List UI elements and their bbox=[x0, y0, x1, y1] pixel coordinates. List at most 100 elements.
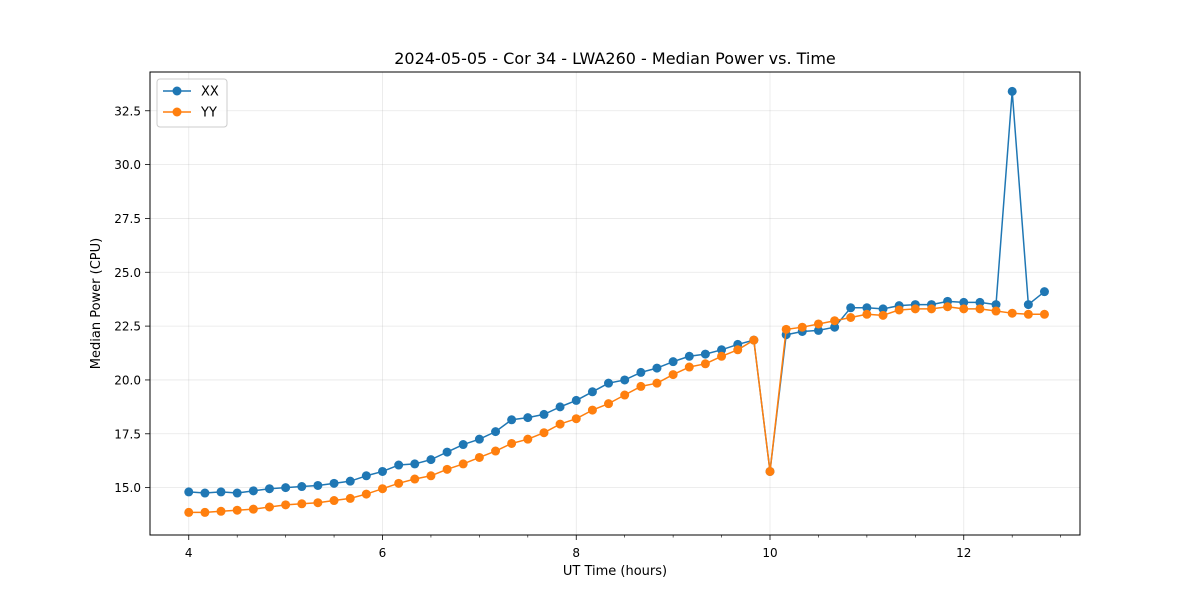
data-point-xx bbox=[200, 488, 210, 498]
data-point-xx bbox=[394, 460, 404, 470]
data-point-xx bbox=[474, 434, 484, 444]
data-point-xx bbox=[264, 484, 274, 494]
data-point-yy bbox=[474, 452, 484, 462]
data-point-xx bbox=[620, 375, 630, 385]
data-point-xx bbox=[361, 471, 371, 481]
data-point-yy bbox=[1007, 308, 1017, 318]
data-point-xx bbox=[1039, 287, 1049, 297]
data-point-xx bbox=[507, 415, 517, 425]
series-xx bbox=[184, 86, 1049, 498]
data-point-yy bbox=[813, 319, 823, 329]
y-tick-label: 22.5 bbox=[114, 320, 141, 334]
legend-marker-xx bbox=[172, 86, 182, 96]
data-point-yy bbox=[846, 313, 856, 322]
data-point-xx bbox=[684, 351, 694, 361]
x-tick-label: 8 bbox=[572, 546, 580, 560]
y-tick-label: 30.0 bbox=[114, 158, 141, 172]
data-point-yy bbox=[523, 434, 533, 444]
data-point-yy bbox=[410, 474, 420, 484]
legend-label-yy: YY bbox=[200, 106, 217, 121]
data-point-yy bbox=[668, 370, 678, 380]
data-point-yy bbox=[491, 446, 501, 456]
data-point-yy bbox=[248, 504, 258, 514]
data-point-xx bbox=[281, 483, 291, 493]
data-point-xx bbox=[878, 304, 888, 314]
data-point-xx bbox=[216, 487, 226, 497]
data-point-xx bbox=[571, 395, 581, 405]
data-point-yy bbox=[620, 390, 630, 400]
data-point-xx bbox=[846, 303, 856, 313]
data-point-xx bbox=[491, 427, 501, 437]
data-point-xx bbox=[975, 297, 985, 307]
data-point-yy bbox=[281, 500, 291, 510]
data-point-yy bbox=[943, 302, 953, 312]
data-point-yy bbox=[991, 306, 1001, 316]
data-point-xx bbox=[991, 300, 1001, 310]
data-point-xx bbox=[426, 455, 436, 465]
data-point-xx bbox=[313, 480, 323, 490]
data-point-yy bbox=[878, 310, 888, 320]
legend: XX YY bbox=[156, 78, 228, 128]
data-point-yy bbox=[733, 345, 743, 355]
series-yy bbox=[184, 302, 1049, 517]
data-point-xx bbox=[862, 303, 872, 313]
data-point-xx bbox=[1007, 86, 1017, 96]
data-point-yy bbox=[781, 324, 791, 334]
data-point-yy bbox=[910, 304, 920, 314]
data-point-yy bbox=[378, 484, 387, 494]
x-tick-label: 10 bbox=[762, 546, 777, 560]
data-point-xx bbox=[717, 345, 727, 355]
data-point-xx bbox=[830, 322, 840, 332]
data-point-yy bbox=[458, 459, 468, 469]
y-tick-label: 17.5 bbox=[114, 427, 141, 441]
plot-frame bbox=[149, 71, 1081, 536]
data-point-yy bbox=[184, 507, 194, 517]
data-point-xx bbox=[668, 357, 678, 367]
data-point-yy bbox=[361, 489, 371, 499]
data-point-yy bbox=[1039, 309, 1049, 319]
data-point-yy bbox=[684, 362, 694, 372]
y-tick-label: 32.5 bbox=[114, 104, 141, 118]
data-point-yy bbox=[571, 414, 581, 424]
x-tick-label: 12 bbox=[956, 546, 971, 560]
data-point-yy bbox=[862, 309, 872, 319]
data-point-xx bbox=[184, 487, 194, 497]
data-point-xx bbox=[329, 478, 339, 488]
data-point-xx bbox=[297, 482, 307, 492]
data-point-xx bbox=[248, 486, 258, 496]
data-point-yy bbox=[232, 505, 242, 515]
y-tick-label: 20.0 bbox=[114, 373, 141, 387]
data-point-yy bbox=[426, 471, 436, 481]
data-point-yy bbox=[975, 304, 985, 314]
data-point-xx bbox=[378, 466, 387, 476]
y-axis-label: Median Power (CPU) bbox=[89, 238, 104, 369]
data-point-yy bbox=[313, 498, 323, 508]
data-point-yy bbox=[1023, 309, 1033, 319]
data-point-yy bbox=[700, 359, 710, 369]
data-point-yy bbox=[959, 304, 969, 314]
legend-label-xx: XX bbox=[201, 85, 219, 100]
data-point-yy bbox=[216, 506, 226, 516]
y-tick-label: 27.5 bbox=[114, 212, 141, 226]
data-point-yy bbox=[539, 428, 549, 438]
data-point-yy bbox=[507, 438, 517, 448]
data-point-yy bbox=[297, 499, 307, 509]
data-point-yy bbox=[797, 322, 807, 332]
data-point-xx bbox=[458, 440, 468, 450]
data-point-xx bbox=[959, 297, 969, 307]
data-point-xx bbox=[539, 409, 549, 419]
data-point-yy bbox=[765, 466, 775, 476]
data-point-yy bbox=[894, 305, 904, 315]
data-point-xx bbox=[636, 367, 646, 377]
data-point-xx bbox=[652, 363, 662, 373]
data-point-yy bbox=[604, 399, 614, 409]
x-tick-label: 6 bbox=[379, 546, 387, 560]
data-point-xx bbox=[813, 325, 823, 335]
data-point-yy bbox=[749, 335, 759, 345]
data-point-yy bbox=[926, 304, 936, 314]
data-point-yy bbox=[345, 493, 355, 503]
data-point-yy bbox=[587, 405, 597, 415]
data-point-yy bbox=[394, 478, 404, 488]
data-point-xx bbox=[587, 387, 597, 397]
